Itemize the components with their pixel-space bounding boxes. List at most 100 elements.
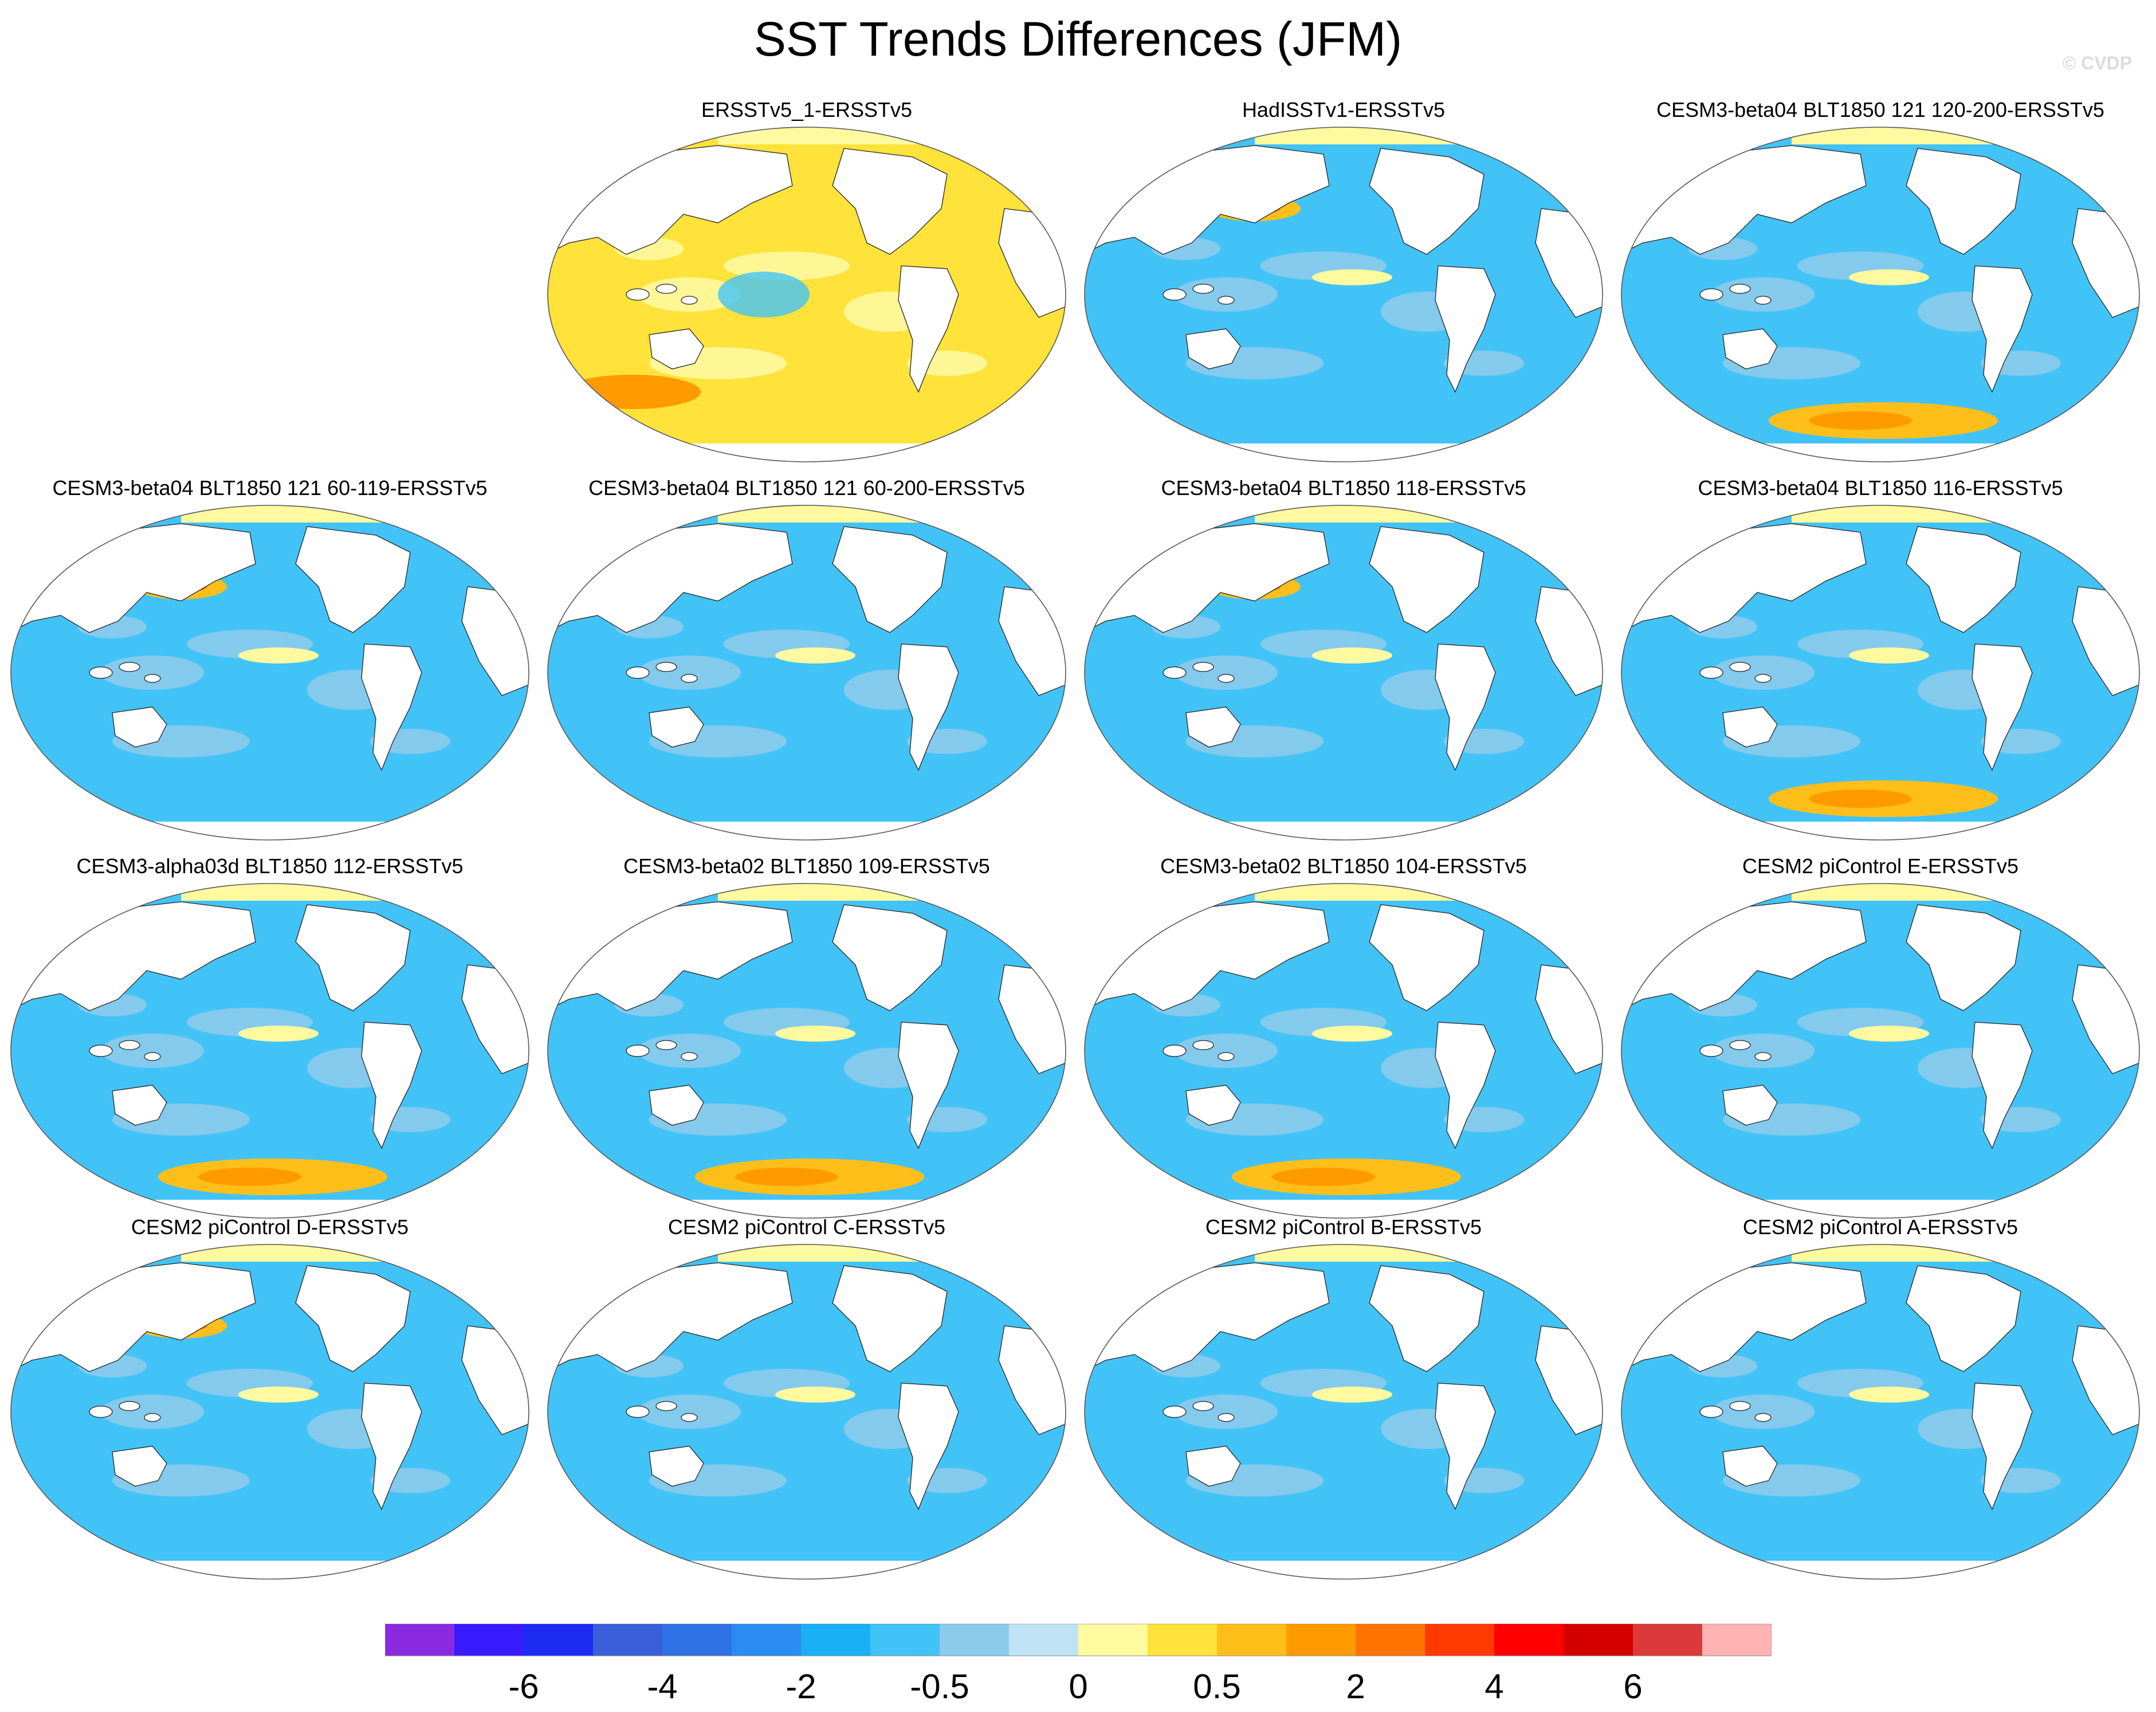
island (681, 1413, 698, 1422)
south-america-landmass (898, 643, 959, 771)
colorbar-swatch (1494, 1624, 1564, 1656)
colorbar-tick-label: -6 (508, 1667, 539, 1706)
south-america-landmass (1435, 1383, 1496, 1510)
colorbar-swatch (524, 1624, 593, 1656)
antarctica-landmass (1085, 822, 1603, 840)
island (1729, 1401, 1751, 1411)
south-america-landmass (361, 1022, 422, 1149)
island (1163, 666, 1187, 679)
antarctica-landmass (1085, 443, 1603, 462)
antarctica-landmass (1621, 1561, 2139, 1579)
south-america-landmass (1972, 643, 2033, 771)
north-america-landmass (295, 1265, 411, 1372)
island (119, 662, 140, 672)
world-map (547, 127, 1066, 462)
equatorial-anomaly (1849, 1026, 1929, 1042)
map-outline (1621, 883, 2140, 1219)
colorbar-frame (385, 1624, 1772, 1656)
island (681, 1052, 698, 1061)
north-america-landmass (295, 904, 411, 1011)
island (1218, 674, 1235, 683)
world-map (1084, 1244, 1603, 1580)
map-outline (547, 505, 1066, 841)
colorbar-swatch (870, 1624, 940, 1656)
colorbar-swatch (1702, 1624, 1772, 1656)
australia-landmass (112, 1446, 167, 1487)
map-panel: CESM2 piControl C-ERSSTv5 (540, 1215, 1073, 1587)
island (681, 296, 698, 305)
map-panel: CESM3-beta04 BLT1850 121 60-119-ERSSTv5 (3, 476, 536, 848)
equatorial-anomaly (1312, 269, 1392, 285)
panel-title: CESM2 piControl C-ERSSTv5 (667, 1215, 946, 1239)
field-blotch (1711, 1034, 1815, 1068)
ocean-field (1085, 1244, 1603, 1579)
colorbar-swatch (385, 1624, 454, 1656)
polar-band (181, 1244, 399, 1262)
equatorial-anomaly (1849, 269, 1929, 285)
antarctica-landmass (548, 822, 1066, 840)
antarctica-landmass (548, 443, 1066, 462)
australia-landmass (1185, 1446, 1241, 1487)
island (1699, 666, 1723, 679)
map-outline (1084, 1244, 1603, 1580)
colorbar-tick-label: -2 (786, 1667, 816, 1706)
island (1218, 1413, 1235, 1422)
world-map (547, 505, 1066, 841)
colorbar-swatch (1633, 1624, 1702, 1656)
antarctica-landmass (11, 1561, 529, 1579)
world-map (1621, 883, 2140, 1219)
australia-landmass (649, 328, 704, 370)
world-map (10, 505, 529, 841)
equatorial-anomaly (775, 1387, 855, 1403)
map-panel: CESM3-beta02 BLT1850 109-ERSSTv5 (540, 854, 1073, 1226)
australia-landmass (112, 706, 167, 748)
map-outline (1621, 1244, 2140, 1580)
south-america-landmass (898, 1383, 959, 1510)
north-america-landmass (1906, 526, 2021, 633)
panel-title: CESM3-beta04 BLT1850 118-ERSSTv5 (1161, 476, 1526, 500)
south-america-landmass (1435, 643, 1496, 771)
island (89, 1045, 113, 1057)
map-panel: CESM3-beta04 BLT1850 121 120-200-ERSSTv5 (1614, 97, 2147, 470)
island (1163, 288, 1187, 301)
australia-landmass (649, 1446, 704, 1487)
australia-landmass (1185, 1085, 1241, 1126)
australia-landmass (1722, 1085, 1778, 1126)
field-blotch (101, 655, 204, 690)
figure-title: SST Trends Differences (JFM) (753, 12, 1403, 66)
panel-title: CESM2 piControl B-ERSSTv5 (1205, 1215, 1482, 1239)
world-map (10, 1244, 529, 1580)
world-map (1084, 883, 1603, 1219)
island (626, 288, 650, 301)
island (655, 1401, 677, 1411)
colorbar-swatch (1564, 1624, 1633, 1656)
southern-ocean-core (735, 1168, 838, 1186)
australia-landmass (112, 1085, 167, 1126)
island (1192, 1040, 1214, 1050)
island (655, 284, 677, 294)
equatorial-anomaly (1312, 647, 1392, 663)
map-panel: CESM3-beta02 BLT1850 104-ERSSTv5 (1077, 854, 1610, 1226)
south-america-landmass (361, 643, 422, 771)
north-america-landmass (1369, 1265, 1485, 1372)
ocean-field (548, 1244, 1066, 1579)
equatorial-anomaly (1849, 1387, 1929, 1403)
polar-band (1255, 505, 1472, 523)
map-panel: ERSSTv5_1-ERSSTv5 (540, 97, 1073, 470)
world-map (1621, 127, 2140, 462)
field-blotch (1175, 655, 1278, 690)
map-outline (1621, 127, 2140, 462)
colorbar-tick-label: 0.5 (1193, 1667, 1240, 1706)
colorbar-swatch (732, 1624, 801, 1656)
island (144, 1413, 161, 1422)
map-outline (1084, 883, 1603, 1219)
ocean-field (1621, 884, 2139, 1218)
polar-band (718, 505, 936, 523)
polar-band (181, 884, 399, 901)
colorbar-tick-label: -4 (647, 1667, 677, 1706)
panel-title: ERSSTv5_1-ERSSTv5 (701, 98, 913, 121)
world-map (1084, 505, 1603, 841)
map-outline (547, 127, 1066, 462)
island (144, 1052, 161, 1061)
australia-landmass (1722, 706, 1778, 748)
